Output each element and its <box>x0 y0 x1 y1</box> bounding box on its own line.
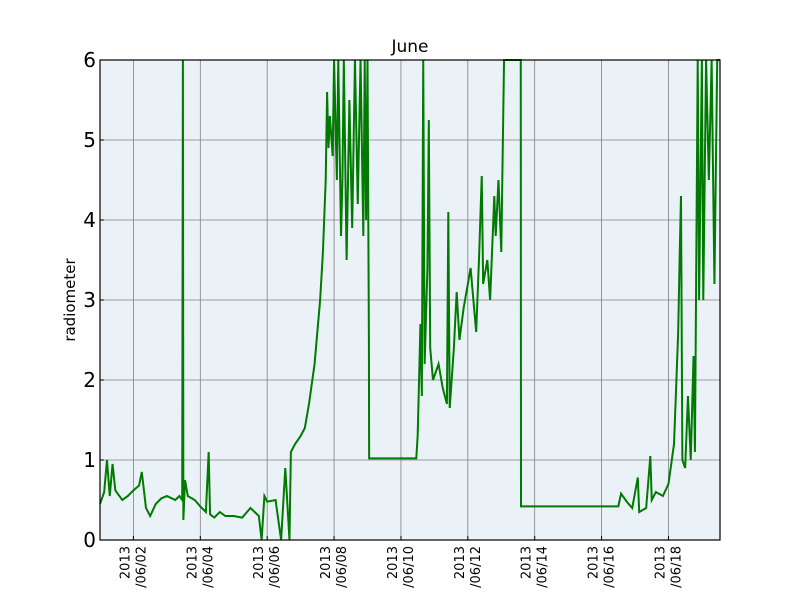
y-axis-label: radiometer <box>61 257 79 341</box>
x-tick-label-year: 2013 <box>319 546 334 579</box>
y-tick-label: 0 <box>83 528 96 552</box>
x-tick-label: 2013/06/12 <box>453 546 484 588</box>
y-tick-label: 1 <box>83 448 96 472</box>
x-tick-label-date: /06/12 <box>469 546 484 588</box>
x-tick-label: 2013/06/08 <box>319 546 350 588</box>
x-tick-label: 2013/06/02 <box>118 546 149 588</box>
y-ticks: 0 1 2 3 4 5 6 <box>83 48 104 552</box>
x-tick-label-date: /06/08 <box>335 546 350 588</box>
x-tick-label: 2013/06/14 <box>520 546 551 588</box>
y-tick-label: 2 <box>83 368 96 392</box>
x-tick-label-year: 2013 <box>386 546 401 579</box>
x-tick-label-year: 2013 <box>453 546 468 579</box>
x-tick-label: 2013/06/18 <box>653 546 684 588</box>
x-tick-label-year: 2013 <box>587 546 602 579</box>
x-tick-label: 2013/06/10 <box>386 546 417 588</box>
grid-lines <box>100 59 720 541</box>
y-tick-label: 6 <box>83 48 96 72</box>
x-tick-label: 2013/06/04 <box>185 546 216 588</box>
x-tick-label-date: /06/14 <box>536 546 551 588</box>
x-tick-label-year: 2013 <box>520 546 535 579</box>
x-tick-label: 2013/06/06 <box>252 546 283 588</box>
x-tick-label-date: /06/18 <box>669 546 684 588</box>
x-tick-label: 2013/06/16 <box>587 546 618 588</box>
x-tick-label-year: 2013 <box>118 546 133 579</box>
x-tick-label-year: 2013 <box>185 546 200 579</box>
chart-title: June <box>390 37 428 57</box>
y-tick-label: 3 <box>83 288 96 312</box>
y-tick-label: 5 <box>83 128 96 152</box>
y-tick-label: 4 <box>83 208 96 232</box>
series-line <box>99 59 720 541</box>
x-tick-label-date: /06/16 <box>603 546 618 588</box>
x-tick-label-year: 2013 <box>653 546 668 579</box>
x-tick-label-year: 2013 <box>252 546 267 579</box>
x-tick-label-date: /06/02 <box>134 546 149 588</box>
x-tick-label-date: /06/04 <box>201 546 216 588</box>
x-tick-label-date: /06/06 <box>268 546 283 588</box>
x-ticks: 2013/06/02 2013/06/04 2013/06/06 2013/06/08… <box>118 536 684 588</box>
x-tick-label-date: /06/10 <box>402 546 417 588</box>
